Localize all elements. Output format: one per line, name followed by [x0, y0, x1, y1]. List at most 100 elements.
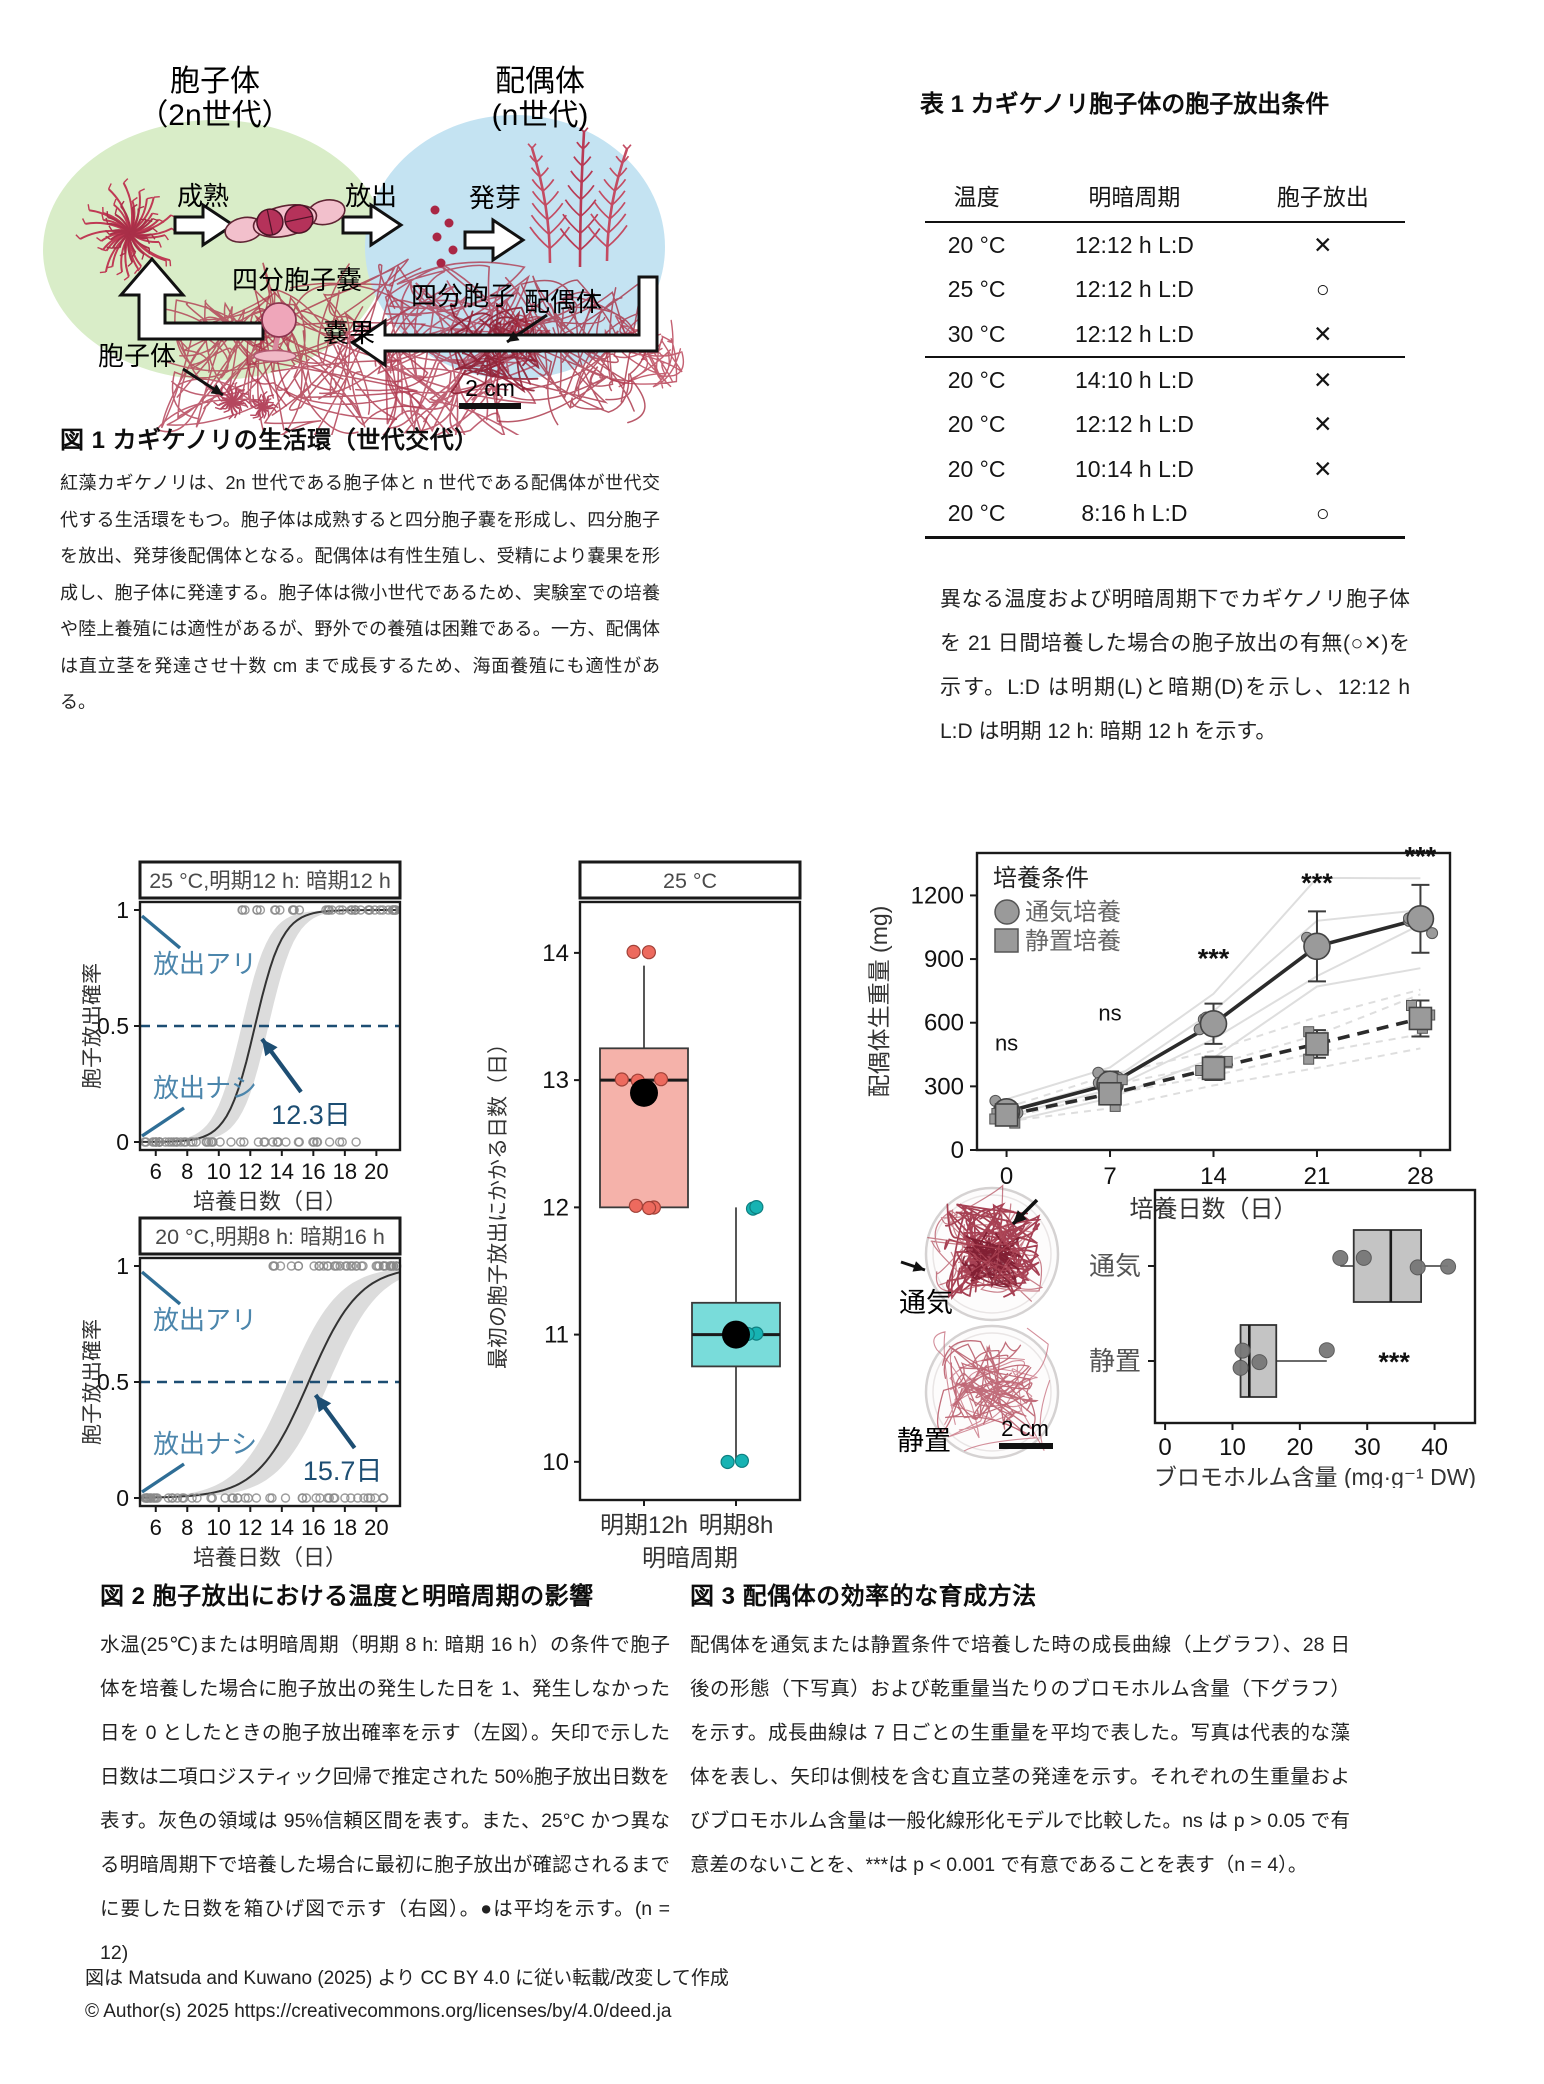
data-point: [1232, 1359, 1249, 1376]
mean-marker: [1305, 1032, 1329, 1056]
x-axis-label: 明暗周期: [642, 1545, 738, 1572]
x-tick-label: 14: [270, 1515, 294, 1540]
data-point: [312, 1137, 323, 1147]
data-point: [628, 1198, 643, 1213]
x-tick-label: 28: [1407, 1163, 1434, 1190]
tetraspore-dots-icon: [430, 205, 458, 268]
data-point: [330, 1261, 341, 1271]
table-cell: 20 °C: [947, 456, 1006, 482]
mean-marker: [1201, 1056, 1226, 1081]
petri-dish-static-rim: [932, 1332, 1052, 1452]
ed50-label: 12.3日: [271, 1100, 351, 1130]
data-point: [318, 1261, 329, 1271]
significance-label: ***: [1198, 944, 1230, 974]
data-point: [641, 945, 656, 960]
fig1-caption: 図 1 カギケノリの生活環（世代交代） 紅藻カギケノリは、2n 世代である胞子体…: [60, 420, 660, 721]
x-tick-label: 20: [364, 1515, 388, 1540]
data-point: [260, 1137, 270, 1147]
data-point: [141, 1137, 151, 1147]
data-point: [235, 1137, 246, 1147]
panel-title-box: [138, 860, 402, 900]
table-cell: ✕: [1313, 320, 1333, 347]
data-point: [207, 1137, 218, 1147]
table1-note: 異なる温度および明暗周期下でカギケノリ胞子体を 21 日間培養した場合の胞子放出…: [940, 588, 1410, 743]
photo-static-label: 静置: [897, 1426, 951, 1456]
tetrasporangium-label: 四分胞子嚢: [232, 265, 362, 295]
maturation-arrow-icon: [173, 202, 236, 248]
ed50-label: 15.7日: [303, 1456, 383, 1486]
mean-marker: [1303, 932, 1331, 961]
first-release-days-boxplot: 25 °C 10 11 12 13 14 最初の胞子放出にかかる日数（日） 明期12h 明期8h…: [487, 860, 802, 1572]
fig2-caption-body: 水温(25℃)または明暗周期（明期 8 h: 暗期 16 h）の条件で胞子体を培…: [100, 1634, 670, 1964]
data-point: [353, 1493, 363, 1503]
y-tick-label: 0: [116, 1129, 129, 1155]
y-tick-label: 0: [951, 1137, 964, 1164]
category-label: 通気: [1089, 1251, 1141, 1281]
data-point: [749, 1200, 764, 1215]
table-cell: 20 °C: [947, 500, 1006, 527]
table-cell: 20 °C: [947, 231, 1006, 258]
release-no-label: 放出ナシ: [153, 1073, 257, 1103]
table-header: 温度 明暗周期 胞子放出: [925, 168, 1405, 222]
replicate-point: [1116, 1074, 1128, 1086]
replicate-line: [1006, 988, 1421, 1109]
y-tick-label: 12: [542, 1194, 569, 1221]
data-point: [160, 1137, 171, 1147]
mean-marker: [1199, 1009, 1228, 1038]
release-yes-label: 放出アリ: [153, 1305, 257, 1335]
germination-label: 発芽: [469, 183, 521, 213]
table1-title: 表 1 カギケノリ胞子体の胞子放出条件: [920, 91, 1330, 118]
table-cell: 12:12 h L:D: [1074, 276, 1194, 302]
data-point: [297, 1493, 307, 1503]
data-point: [337, 1137, 347, 1147]
y-tick-label: 300: [924, 1073, 964, 1100]
data-point: [220, 1493, 230, 1503]
data-point: [359, 1493, 369, 1503]
data-point: [240, 1493, 250, 1503]
data-point: [314, 1261, 324, 1271]
data-point: [147, 1137, 158, 1147]
category-label: 明期12h: [600, 1512, 688, 1539]
mean-marker: [1098, 1081, 1122, 1106]
photo-sporophyte-label: 胞子体: [98, 341, 176, 371]
data-point: [280, 1493, 291, 1503]
table-row: 30 °C 12:12 h L:D ✕: [925, 312, 1405, 357]
table-cell: 30 °C: [947, 320, 1006, 347]
gametophyte-generation-label: (n世代): [492, 99, 589, 132]
y-tick-label: 1200: [911, 882, 964, 909]
table-header-cell: 胞子放出: [1276, 183, 1369, 210]
x-tick-label: 20: [364, 1159, 388, 1184]
footer-attribution: 図は Matsuda and Kuwano (2025) より CC BY 4.…: [85, 1968, 729, 1989]
x-axis-label: 培養日数（日）: [1130, 1196, 1298, 1223]
table-cell: 20 °C: [947, 366, 1006, 393]
data-point: [1234, 1342, 1251, 1359]
attribution-footer: 図は Matsuda and Kuwano (2025) より CC BY 4.…: [85, 1962, 985, 2028]
x-tick-label: 0: [1158, 1434, 1171, 1461]
table-header-cell: 温度: [953, 183, 1000, 210]
data-point: [356, 1261, 367, 1271]
data-point: [1409, 1259, 1426, 1276]
data-point: [187, 1493, 197, 1503]
scalebar: [459, 403, 521, 409]
x-tick-label: 30: [1354, 1434, 1381, 1461]
fig3-caption: 図 3 配偶体の効率的な育成方法 配偶体を通気または静置条件で培養した時の成長曲…: [690, 1576, 1350, 1887]
x-tick-label: 21: [1304, 1163, 1331, 1190]
table-row: 25 °C 12:12 h L:D ○: [925, 267, 1405, 312]
data-point: [243, 1493, 253, 1503]
photo-algae: [927, 1184, 1051, 1452]
data-point: [1355, 1249, 1372, 1266]
category-label: 明期8h: [699, 1512, 774, 1539]
x-axis-label: 培養日数（日）: [193, 1189, 347, 1214]
data-point: [237, 905, 248, 915]
data-point: [201, 1137, 211, 1147]
photo-annotation-arrows: [182, 313, 548, 397]
data-point: [720, 1454, 735, 1470]
data-point: [172, 1493, 183, 1503]
x-tick-label: 8: [181, 1159, 193, 1184]
mean-marker: [1408, 1006, 1433, 1031]
legend-circle-icon: [994, 899, 1020, 925]
data-point: [363, 1493, 373, 1503]
data-point: [293, 1137, 304, 1147]
x-tick-label: 6: [150, 1515, 162, 1540]
